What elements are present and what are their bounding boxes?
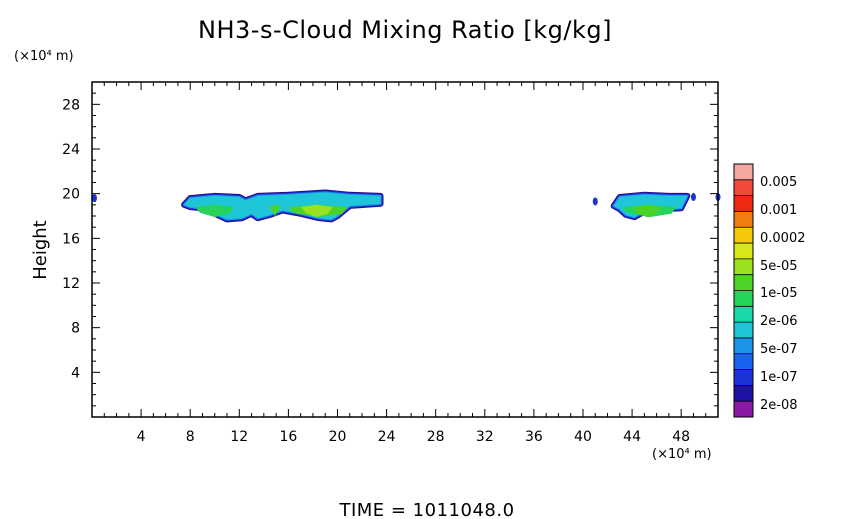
colorbar-swatch [734, 258, 753, 275]
x-tick-label: 32 [476, 429, 494, 445]
y-tick-label: 12 [62, 276, 80, 292]
colorbar-swatch [734, 179, 753, 196]
colorbar-label: 2e-08 [760, 398, 798, 413]
colorbar-swatch [734, 353, 753, 370]
colorbar-label: 2e-06 [760, 314, 798, 329]
colorbar-swatch [734, 322, 753, 339]
colorbar-swatch [734, 274, 753, 291]
colorbar-swatch [734, 195, 753, 212]
x-tick-label: 40 [574, 429, 592, 445]
cloud-speck [592, 197, 598, 206]
colorbar-label: 1e-07 [760, 370, 798, 385]
x-tick-label: 44 [623, 429, 641, 445]
time-label: TIME = 1011048.0 [338, 500, 514, 519]
colorbar-swatch [734, 369, 753, 386]
y-axis-label: Height [30, 220, 51, 280]
x-unit-label: (×10⁴ m) [652, 447, 712, 462]
y-tick-label: 28 [62, 97, 80, 113]
cloud-band-left [181, 189, 384, 223]
x-tick-label: 4 [137, 429, 146, 445]
cloud-band-left-core [195, 204, 235, 218]
x-tick-label: 16 [279, 429, 297, 445]
y-tick-label: 4 [71, 365, 80, 381]
colorbar-label: 5e-07 [760, 342, 798, 357]
x-tick-label: 28 [427, 429, 445, 445]
colorbar-swatch [734, 227, 753, 244]
x-tick-label: 8 [186, 429, 195, 445]
y-tick-label: 20 [62, 187, 80, 203]
colorbar-label: 0.005 [760, 175, 797, 190]
colorbar: 0.005 0.001 0.0002 5e-05 1e-05 2e-06 5e-07 1e-0… [733, 163, 806, 418]
colorbar-swatch [734, 401, 753, 418]
x-tick-label: 36 [525, 429, 543, 445]
colorbar-swatch [734, 164, 753, 181]
plot-background [92, 82, 718, 417]
colorbar-label: 0.0002 [760, 231, 806, 246]
x-tick-label: 48 [672, 429, 690, 445]
cloud-speck [91, 194, 97, 203]
y-unit-label: (×10⁴ m) [14, 49, 74, 64]
cloud-band-right [610, 191, 691, 221]
y-tick-label: 16 [62, 231, 80, 247]
colorbar-swatch [734, 211, 753, 228]
x-tick-label: 24 [378, 429, 396, 445]
y-tick-label: 24 [62, 142, 80, 158]
colorbar-swatch [734, 290, 753, 307]
cloud-band-right-core [632, 204, 662, 218]
colorbar-swatch [734, 243, 753, 260]
x-tick-label: 20 [329, 429, 347, 445]
colorbar-swatch [734, 306, 753, 323]
cloud-band-left-core [268, 204, 281, 218]
chart-title: NH3-s-Cloud Mixing Ratio [kg/kg] [198, 16, 612, 44]
colorbar-swatch [734, 337, 753, 355]
colorbar-swatch [734, 385, 753, 402]
cloud-speck [690, 193, 696, 202]
x-tick-label: 12 [230, 429, 248, 445]
cloud-band-left-core [300, 204, 333, 218]
colorbar-label: 0.001 [760, 203, 797, 218]
colorbar-label: 1e-05 [760, 286, 798, 301]
colorbar-label: 5e-05 [760, 259, 798, 274]
y-tick-label: 8 [71, 321, 80, 337]
